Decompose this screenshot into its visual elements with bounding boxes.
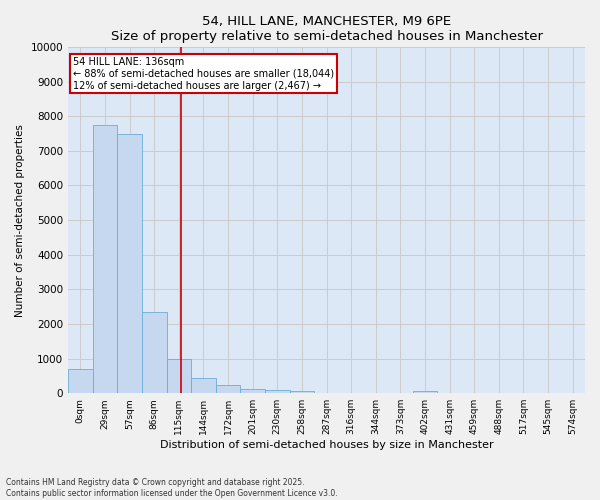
Bar — [117, 134, 142, 393]
Bar — [241, 388, 265, 393]
Text: 54 HILL LANE: 136sqm
← 88% of semi-detached houses are smaller (18,044)
12% of s: 54 HILL LANE: 136sqm ← 88% of semi-detac… — [73, 58, 334, 90]
Bar — [216, 384, 241, 393]
Bar — [413, 391, 437, 393]
Bar — [191, 378, 216, 393]
Bar — [68, 369, 92, 393]
Text: Contains HM Land Registry data © Crown copyright and database right 2025.
Contai: Contains HM Land Registry data © Crown c… — [6, 478, 338, 498]
Y-axis label: Number of semi-detached properties: Number of semi-detached properties — [15, 124, 25, 316]
Title: 54, HILL LANE, MANCHESTER, M9 6PE
Size of property relative to semi-detached hou: 54, HILL LANE, MANCHESTER, M9 6PE Size o… — [110, 15, 542, 43]
Bar — [167, 358, 191, 393]
Bar — [92, 125, 117, 393]
Bar — [290, 391, 314, 393]
Bar — [142, 312, 167, 393]
Bar — [265, 390, 290, 393]
X-axis label: Distribution of semi-detached houses by size in Manchester: Distribution of semi-detached houses by … — [160, 440, 493, 450]
